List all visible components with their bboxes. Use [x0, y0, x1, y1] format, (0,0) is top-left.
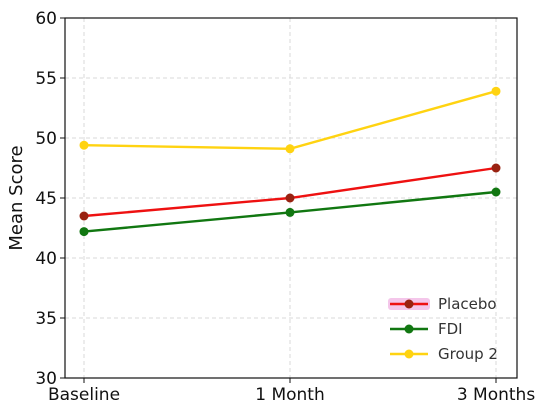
data-point [491, 163, 501, 173]
data-point [491, 86, 501, 96]
y-tick-label: 45 [35, 189, 57, 209]
legend-label: FDI [438, 320, 463, 338]
y-tick-label: 60 [35, 9, 57, 29]
y-tick-label: 35 [35, 309, 57, 329]
x-tick-label: Baseline [48, 385, 120, 405]
y-tick-label: 30 [35, 369, 57, 389]
axes-layer: 30 35 40 45 50 55 60 Baseline 1 Month 3 Months [35, 9, 535, 405]
legend-marker [404, 349, 414, 359]
data-point [79, 227, 89, 237]
x-tick-label: 1 Month [255, 385, 325, 405]
data-point [491, 187, 501, 197]
series-layer [79, 86, 501, 237]
data-point [285, 193, 295, 203]
y-tick-label: 40 [35, 249, 57, 269]
data-point [285, 207, 295, 217]
data-point [79, 140, 89, 150]
legend-marker [404, 324, 414, 334]
y-tick-label: 55 [35, 69, 57, 89]
data-point [285, 144, 295, 154]
y-axis-label: Mean Score [6, 145, 27, 250]
legend: Placebo FDI Group 2 [388, 295, 498, 363]
data-point [79, 211, 89, 221]
legend-marker [404, 299, 414, 309]
legend-label: Placebo [438, 295, 497, 313]
legend-label: Group 2 [438, 345, 498, 363]
y-tick-label: 50 [35, 129, 57, 149]
plot-frame [64, 17, 518, 379]
x-tick-label: 3 Months [457, 385, 536, 405]
